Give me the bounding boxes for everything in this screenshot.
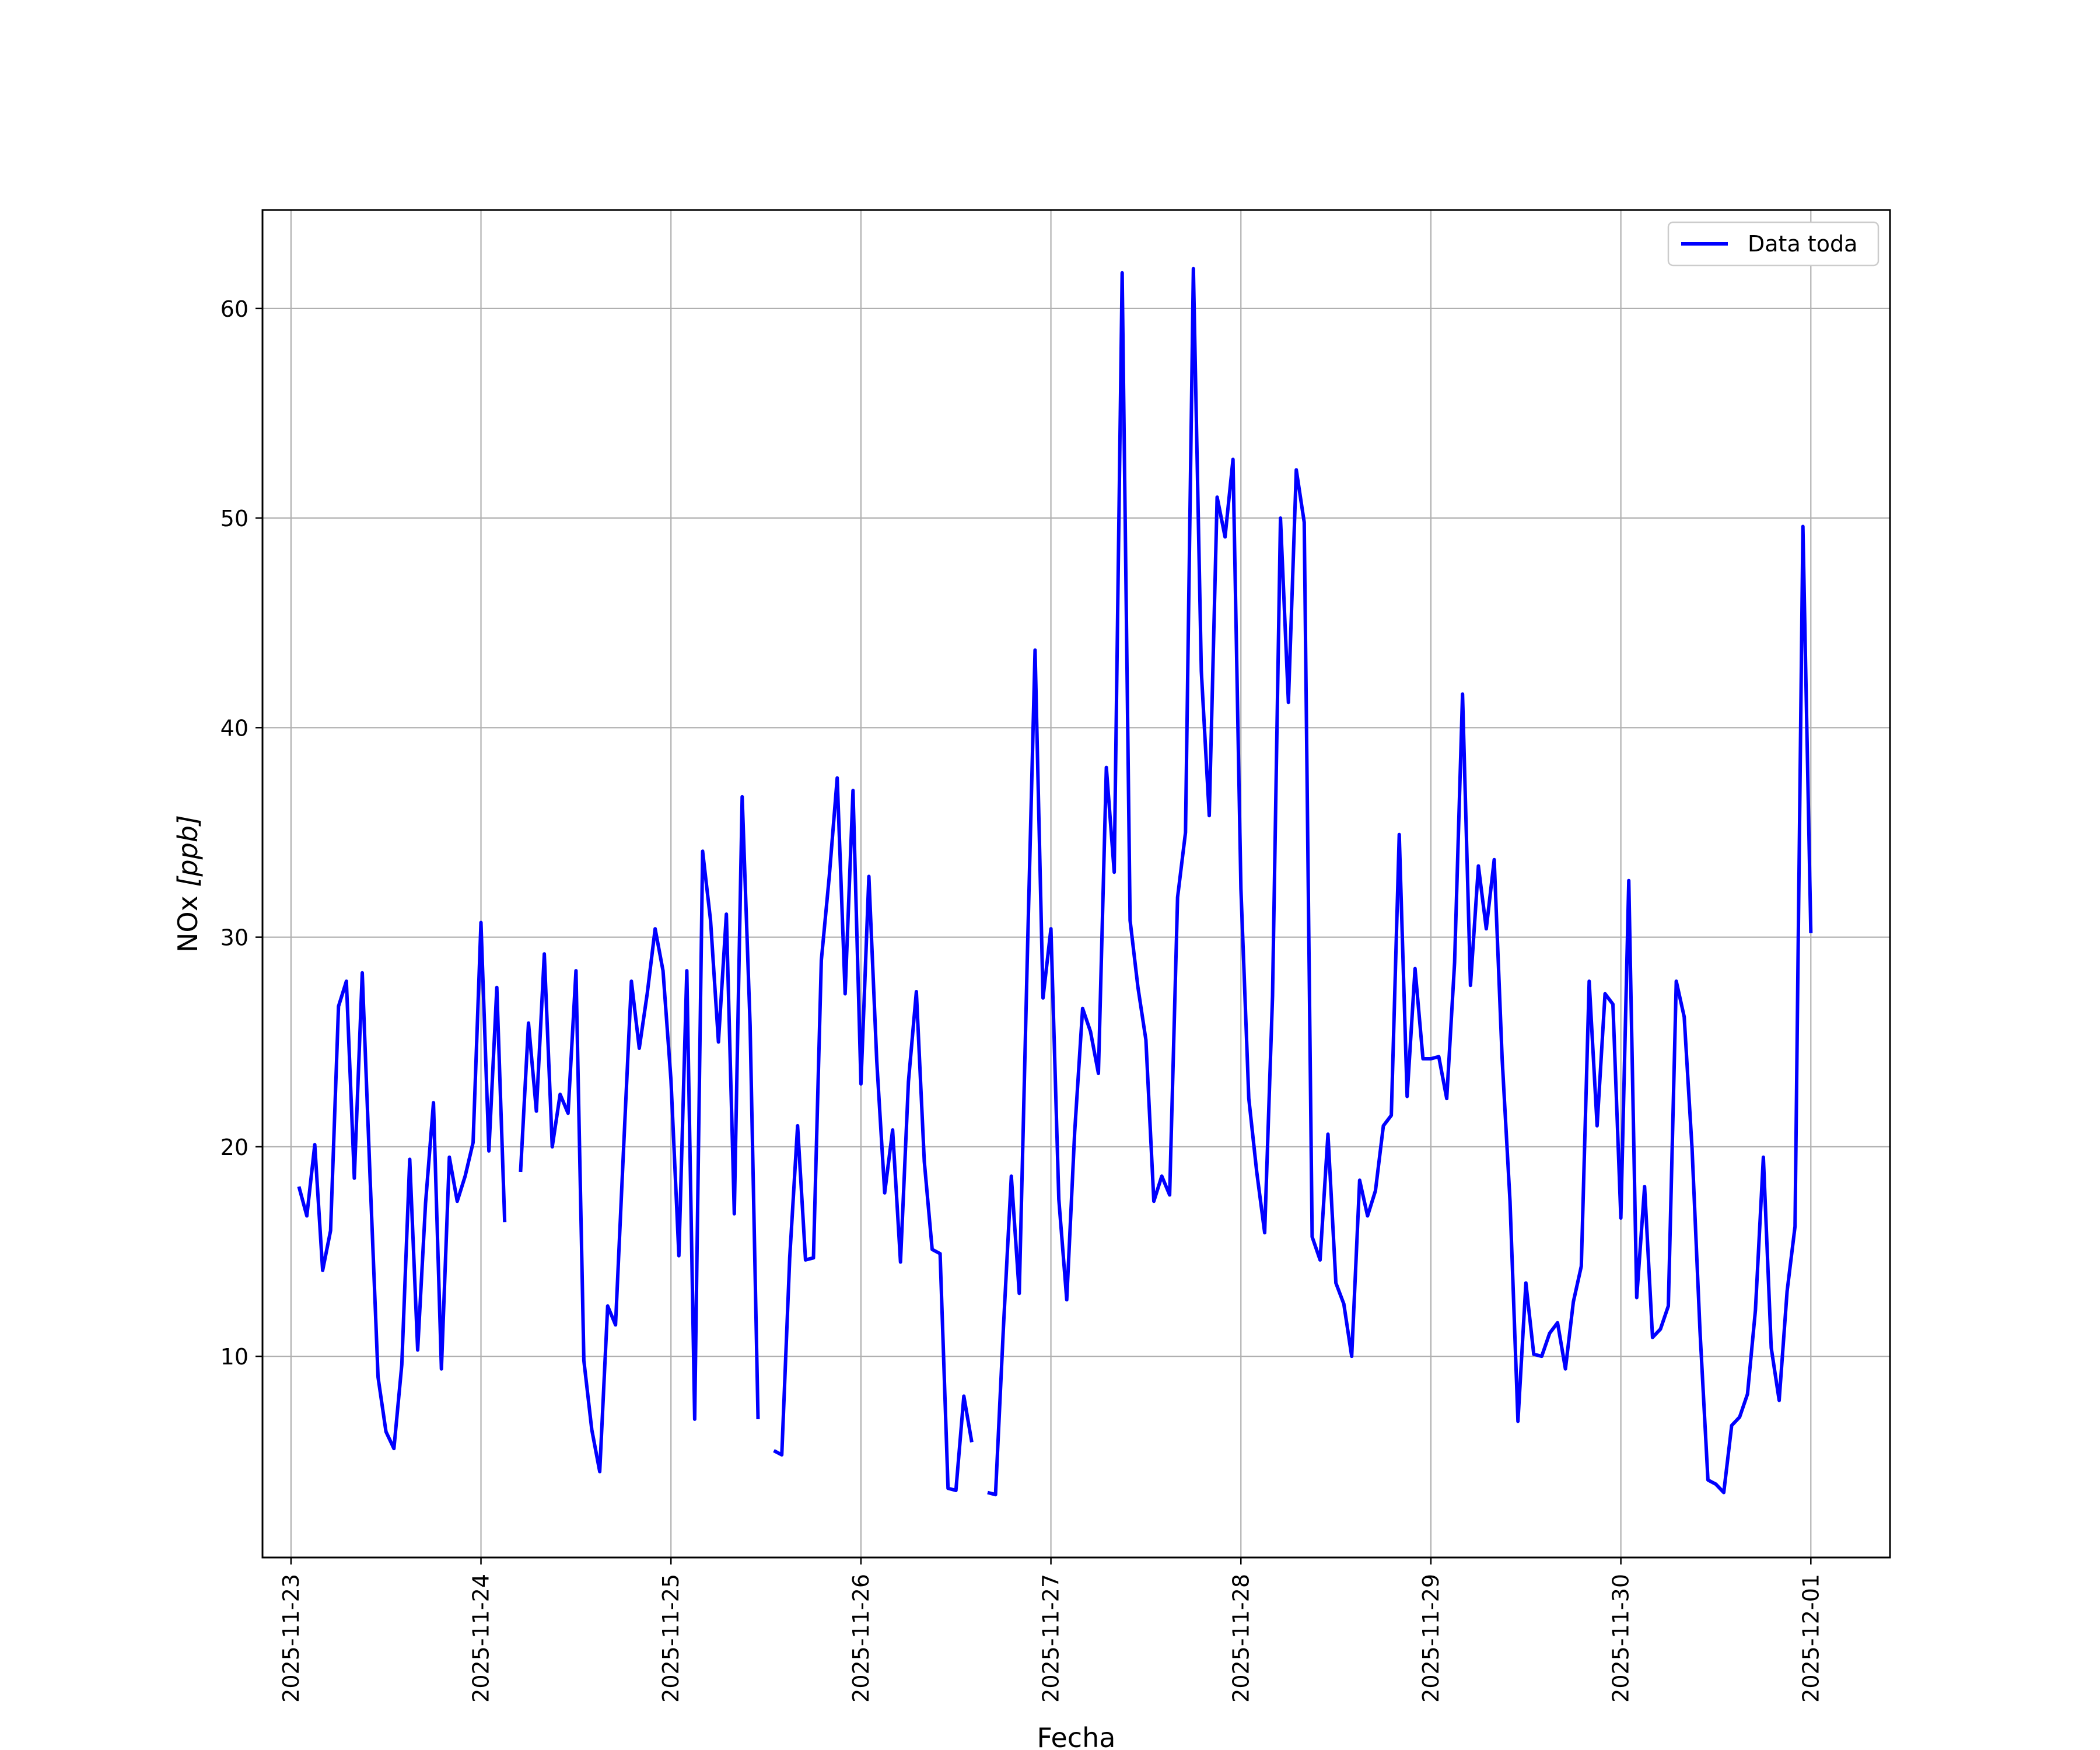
y-tick-label: 40 xyxy=(220,715,249,741)
x-tick-label: 2025-11-26 xyxy=(848,1574,874,1703)
series-line-segment xyxy=(519,794,760,1474)
x-tick-label: 2025-11-25 xyxy=(658,1574,684,1703)
series-line-segment xyxy=(773,776,974,1492)
y-axis-label: NOx [ppb] xyxy=(172,815,204,953)
x-tick-label: 2025-11-23 xyxy=(278,1574,304,1703)
plot-frame xyxy=(261,209,1891,1559)
y-tick-label: 60 xyxy=(220,296,249,322)
y-axis-label-unit: [ppb] xyxy=(172,815,204,887)
y-axis-label-main: NOx xyxy=(172,887,204,953)
x-axis-label: Fecha xyxy=(1037,1722,1116,1750)
series-line-segment xyxy=(987,267,1813,1497)
x-tick-label: 2025-11-27 xyxy=(1038,1574,1064,1703)
x-tick-label: 2025-11-30 xyxy=(1608,1574,1634,1703)
legend-label-data-toda: Data toda xyxy=(1748,231,1857,257)
y-tick-label: 20 xyxy=(220,1135,249,1160)
legend: Data toda xyxy=(1667,221,1880,267)
y-tick-label: 30 xyxy=(220,925,249,951)
y-tick-label: 50 xyxy=(220,506,249,531)
series-lines xyxy=(297,267,1813,1497)
x-tick-label: 2025-11-24 xyxy=(468,1574,494,1703)
legend-box xyxy=(1667,221,1880,267)
plot-area-background xyxy=(262,210,1890,1558)
series-line-segment xyxy=(297,921,507,1451)
y-tick-label: 10 xyxy=(220,1344,249,1370)
x-tick-label: 2025-11-28 xyxy=(1228,1574,1254,1703)
x-tick-label: 2025-11-29 xyxy=(1418,1574,1444,1703)
x-tick-label: 2025-12-01 xyxy=(1798,1574,1824,1703)
axis-ticks: 10 20 30 40 50 60 2025-11-23 2025-11-24 2025-11-… xyxy=(220,296,1824,1703)
